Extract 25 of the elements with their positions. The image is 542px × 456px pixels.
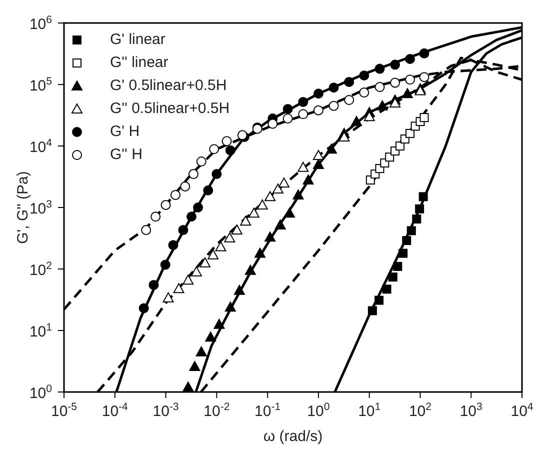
legend-label: G' linear — [110, 31, 166, 48]
legend-label: G'' linear — [110, 54, 168, 71]
y-tick-label: 10$^{6}$ — [29, 14, 52, 33]
x-tick-label: 10$^{-4}$ — [102, 401, 128, 420]
x-tick-label: 10$^{-5}$ — [50, 401, 78, 420]
y-axis-title: G', G'' (Pa) — [14, 171, 32, 244]
x-tick-label: 10$^{2}$ — [408, 401, 432, 420]
y-tick-label: 10$^{1}$ — [29, 322, 52, 340]
legend-label: G'' 0.5linear+0.5H — [110, 100, 230, 117]
y-tick-label: 10$^{4}$ — [29, 137, 52, 156]
y-tick-label: 10$^{3}$ — [29, 198, 52, 218]
legend-label: G'' H — [110, 146, 142, 163]
y-tick-label: 10$^{5}$ — [29, 76, 52, 94]
x-tick-label: 10$^{0}$ — [307, 401, 330, 420]
x-tick-label: 10$^{-1}$ — [254, 401, 281, 420]
legend-label: G' H — [110, 123, 140, 140]
x-tick-label: 10$^{3}$ — [460, 401, 483, 420]
y-tick-label: 10$^{0}$ — [29, 383, 52, 402]
x-tick-label: 10$^{-2}$ — [204, 401, 230, 420]
x-tick-label: 10$^{4}$ — [510, 401, 534, 420]
x-tick-label: 10$^{1}$ — [358, 401, 381, 420]
x-axis-title: ω (rad/s) — [263, 428, 323, 445]
y-tick-label: 10$^{2}$ — [29, 260, 52, 279]
x-tick-label: 10$^{-3}$ — [152, 401, 179, 420]
legend-label: G' 0.5linear+0.5H — [110, 77, 227, 94]
